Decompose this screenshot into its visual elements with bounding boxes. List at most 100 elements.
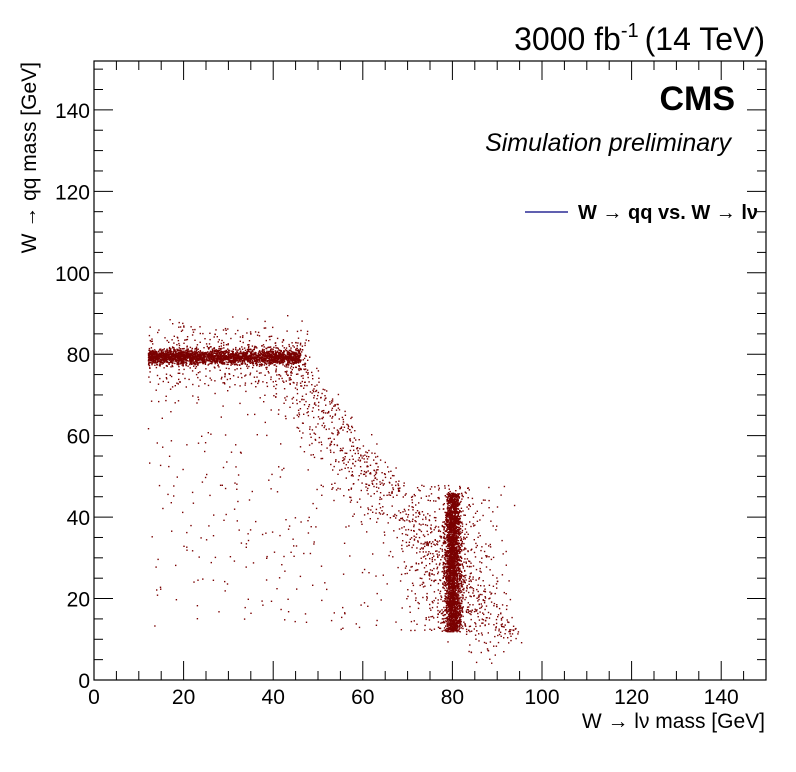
data-point <box>204 352 206 355</box>
data-point <box>459 525 462 527</box>
data-point <box>168 361 171 364</box>
data-point <box>445 513 447 515</box>
data-point <box>449 494 451 496</box>
data-point <box>449 602 451 604</box>
data-point <box>295 352 297 354</box>
data-point <box>461 494 463 496</box>
data-point <box>265 348 268 350</box>
data-point <box>443 627 446 629</box>
data-point <box>157 356 159 358</box>
data-point <box>453 505 456 508</box>
data-point <box>291 351 293 353</box>
data-point <box>455 617 457 619</box>
data-point <box>442 508 445 510</box>
data-point <box>447 541 449 543</box>
data-point <box>445 576 447 578</box>
data-point <box>178 356 180 358</box>
data-point <box>236 356 238 359</box>
data-point <box>458 503 461 506</box>
data-point <box>453 580 455 582</box>
data-point <box>458 605 461 608</box>
data-point <box>188 360 190 362</box>
data-point <box>204 356 206 358</box>
data-point <box>258 354 260 357</box>
data-point <box>217 355 220 357</box>
data-point <box>443 541 445 543</box>
data-point <box>453 601 455 603</box>
data-point <box>450 513 452 516</box>
data-point <box>238 357 241 359</box>
data-point <box>149 354 151 356</box>
data-point <box>449 522 451 525</box>
data-point <box>456 499 458 501</box>
data-point <box>452 620 455 622</box>
data-point <box>211 348 214 350</box>
data-point <box>448 566 450 569</box>
data-point <box>288 358 291 360</box>
data-point <box>247 359 250 362</box>
data-point <box>241 361 244 363</box>
data-point <box>450 582 452 585</box>
data-point <box>254 359 257 361</box>
data-point <box>151 353 153 355</box>
data-point <box>449 495 451 498</box>
data-point <box>450 624 453 626</box>
data-point <box>453 495 456 497</box>
data-point <box>459 564 461 566</box>
data-point <box>457 505 459 507</box>
data-point <box>458 559 461 561</box>
data-point <box>268 356 271 359</box>
data-point <box>278 361 280 363</box>
data-point <box>277 355 279 358</box>
data-point <box>152 350 154 352</box>
data-point <box>243 361 246 363</box>
data-point <box>230 353 233 356</box>
data-point <box>265 363 268 366</box>
data-point <box>195 356 198 359</box>
data-point <box>175 351 177 353</box>
data-point <box>149 351 152 353</box>
data-point <box>276 359 278 361</box>
data-point <box>448 542 450 545</box>
data-point <box>176 355 178 357</box>
data-point <box>191 354 193 356</box>
data-point <box>160 352 162 354</box>
data-point <box>189 359 191 361</box>
data-point <box>449 514 452 517</box>
data-point <box>229 350 231 352</box>
data-point <box>455 616 457 618</box>
data-point <box>294 355 297 358</box>
data-point <box>282 356 284 358</box>
data-point <box>284 349 287 351</box>
data-point <box>254 345 256 348</box>
data-point <box>456 611 458 613</box>
x-tick-label: 60 <box>351 686 374 709</box>
data-point <box>155 356 157 358</box>
data-point <box>455 533 458 535</box>
data-point <box>258 351 260 353</box>
data-point <box>294 354 296 356</box>
data-point <box>152 355 154 357</box>
data-point <box>456 593 459 595</box>
data-point <box>267 352 269 354</box>
data-point <box>447 595 449 597</box>
data-point <box>153 357 155 359</box>
data-point <box>191 352 193 355</box>
data-point <box>458 493 461 495</box>
data-point <box>456 515 459 517</box>
data-point <box>448 564 450 566</box>
data-point <box>458 558 460 560</box>
data-point <box>238 360 240 362</box>
data-point <box>458 502 460 505</box>
data-point <box>183 353 185 356</box>
data-point <box>280 358 282 360</box>
data-point <box>447 528 449 530</box>
data-point <box>454 505 456 507</box>
data-point <box>455 520 457 522</box>
data-point <box>197 364 199 366</box>
data-point <box>457 597 459 599</box>
y-tick-label: 20 <box>67 589 90 612</box>
data-point <box>212 360 214 362</box>
data-point <box>200 357 203 359</box>
data-point <box>459 548 461 551</box>
